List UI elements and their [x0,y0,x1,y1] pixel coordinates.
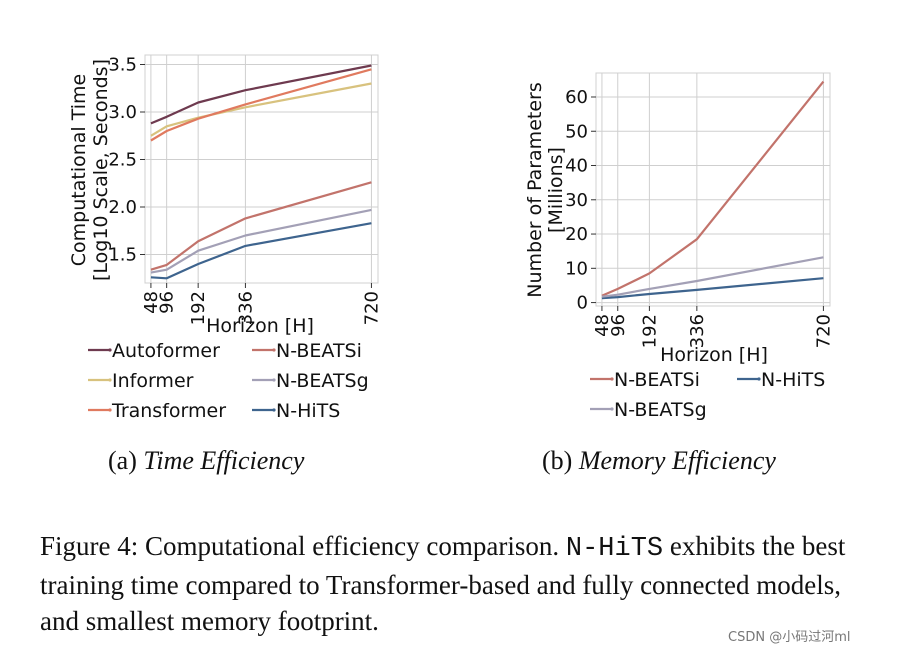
legend-item-n-beatsi: N-BEATSi [252,340,362,362]
caption-a-title: Time Efficiency [143,446,305,475]
x-tick-label: 192 [639,314,660,348]
series-line-n-beatsg [601,256,824,298]
legend-marker [108,378,112,382]
series-line-n-beatsi [601,80,825,297]
legend-item-n-hits: N-HiTS [252,400,340,422]
figure-caption-prefix: Figure 4: Computational efficiency compa… [40,531,560,561]
legend-label: N-BEATSi [614,369,700,391]
y-tick-label: 60 [565,87,588,108]
x-tick-label: 48 [592,314,613,337]
plot-area [144,54,379,284]
caption-a-label: (a) [108,446,137,475]
series-line-n-hits [150,222,372,280]
y-tick-label: 50 [565,121,588,142]
legend-label: N-HiTS [276,400,340,422]
legend-marker [610,407,614,411]
y-tick-label: 20 [565,224,588,245]
x-axis-label: Horizon [H] [660,344,768,366]
y-axis-label: Computational Time [68,74,90,266]
legend-label: Informer [112,370,194,392]
x-tick-label: 720 [361,291,382,325]
legend-item-n-beatsg: N-BEATSg [590,399,707,421]
legend-label: N-BEATSg [614,399,707,421]
series-line-transformer [150,68,372,142]
legend-item-informer: Informer [88,370,194,392]
y-axis-label-units: [Millions] [545,147,567,233]
x-tick-label: 192 [188,291,209,325]
legend-label: N-HiTS [761,369,825,391]
legend-marker [272,378,276,382]
legend-marker [610,377,614,381]
x-tick-label: 720 [813,314,834,348]
legend-marker [108,348,112,352]
x-tick-label: 96 [157,291,178,314]
x-tick-label: 96 [608,314,629,337]
series-line-n-beatsi [150,181,372,271]
x-tick-label: 336 [235,291,256,325]
legend-item-transformer: Transformer [88,400,226,422]
x-tick-label: 336 [687,314,708,348]
y-axis-label-units: [Log10 Scale, Seconds] [90,59,112,281]
x-axis-label: Horizon [H] [206,315,314,337]
y-tick-label: 0 [577,293,588,314]
legend-marker [757,377,761,381]
caption-b: (b) Memory Efficiency [542,446,776,476]
legend-marker [272,348,276,352]
y-tick-label: 30 [565,190,588,211]
legend-item-autoformer: Autoformer [88,340,220,362]
legend-item-n-beatsi: N-BEATSi [590,369,700,391]
y-tick-label: 3.0 [108,102,137,123]
y-tick-label: 40 [565,156,588,177]
plot-area [595,72,831,307]
watermark: CSDN @小码过河ml [728,630,851,645]
legend-item-n-hits: N-HiTS [737,369,825,391]
y-tick-label: 1.5 [108,245,137,266]
caption-b-title: Memory Efficiency [578,446,776,475]
legend-label: N-BEATSi [276,340,362,362]
legend-label: Transformer [111,400,226,422]
legend-marker [108,408,112,412]
series-line-autoformer [150,64,372,125]
caption-b-label: (b) [542,446,573,475]
figure-caption: Figure 4: Computational efficiency compa… [40,528,880,639]
y-axis-label: Number of Parameters [524,82,546,297]
caption-a: (a) Time Efficiency [108,446,304,476]
y-tick-label: 3.5 [108,55,137,76]
series-line-n-hits [601,277,824,300]
figure-caption-rest: exhibits the best training time compared… [40,531,846,636]
figure-caption-model: N-HiTS [565,534,664,564]
x-tick-label: 48 [141,291,162,314]
legend-label: N-BEATSg [276,370,369,392]
series-line-n-beatsg [150,208,372,274]
legend-label: Autoformer [112,340,220,362]
legend-item-n-beatsg: N-BEATSg [252,370,369,392]
legend-marker [272,408,276,412]
y-tick-label: 2.0 [108,197,137,218]
y-tick-label: 10 [565,258,588,279]
y-tick-label: 2.5 [108,150,137,171]
